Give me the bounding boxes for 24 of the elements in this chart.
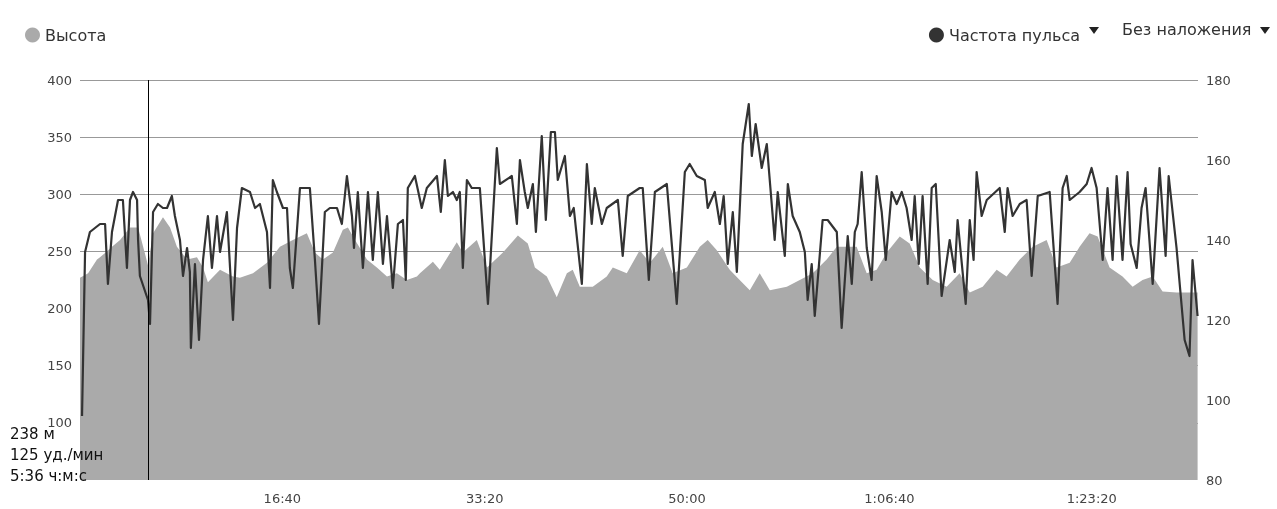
y-tick-label: 350 — [47, 129, 72, 145]
text: Без наложения — [1122, 20, 1252, 39]
y2-tick-label: 100 — [1206, 392, 1231, 408]
x-tick-label: 33:20 — [465, 491, 504, 506]
line-series — [80, 102, 1199, 418]
y-tick-label: 100 — [47, 415, 72, 431]
y-tick-label: 400 — [47, 72, 72, 88]
annotation: 5:36 ч:м:с — [10, 466, 88, 487]
y-tick-label: 150 — [47, 358, 72, 374]
y2-tick-label: 160 — [1206, 152, 1231, 168]
x-tick-label: 1:23:20 — [1066, 491, 1117, 506]
legend-label: Частота пульса — [948, 25, 1080, 45]
legend-label: Высота — [45, 25, 107, 45]
y2-tick-label: 180 — [1206, 72, 1231, 88]
y-tick-label: 200 — [47, 301, 72, 317]
y2-tick-label: 120 — [1206, 312, 1231, 328]
x-tick-label: 50:00 — [668, 491, 706, 506]
x-tick-label: 1:06:40 — [864, 491, 915, 506]
x-tick-label: 16:40 — [263, 491, 302, 506]
y2-tick-label: 80 — [1206, 472, 1223, 488]
y2-tick-label: 140 — [1206, 232, 1231, 248]
annotation: 125 уд./мин — [10, 445, 104, 466]
y-tick-label: 300 — [47, 186, 72, 202]
y-tick-label: 250 — [47, 243, 72, 259]
